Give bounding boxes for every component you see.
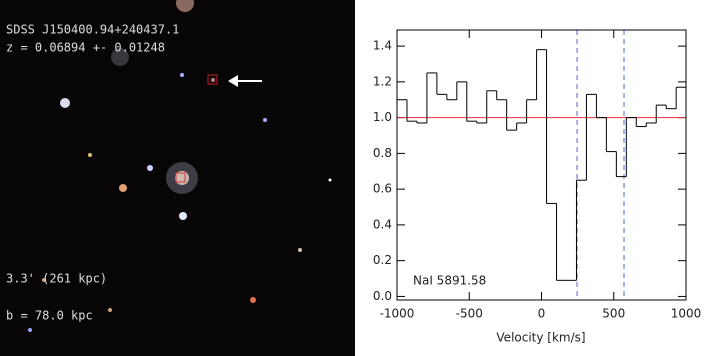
x-tick-label: -1000 bbox=[380, 307, 415, 321]
y-tick-label: 0.0 bbox=[373, 289, 392, 303]
plot-panel bbox=[355, 0, 711, 356]
x-tick-label: 0 bbox=[538, 307, 546, 321]
y-tick-label: 0.6 bbox=[373, 182, 392, 196]
y-tick-label: 1.4 bbox=[373, 39, 392, 53]
y-tick-label: 0.2 bbox=[373, 253, 392, 267]
x-tick-label: 500 bbox=[602, 307, 625, 321]
x-tick-label: -500 bbox=[456, 307, 483, 321]
y-tick-label: 1.2 bbox=[373, 74, 392, 88]
y-tick-label: 0.4 bbox=[373, 217, 392, 231]
separation: 3.3' (261 kpc) bbox=[6, 272, 107, 286]
impact-parameter: b = 78.0 kpc bbox=[6, 309, 93, 323]
annotation: NaI 5891.58 bbox=[413, 274, 486, 288]
y-tick-label: 1.0 bbox=[373, 110, 392, 124]
object-name: SDSS J150400.94+240437.1 bbox=[6, 23, 179, 37]
redshift: z = 0.06894 +- 0.01248 bbox=[6, 41, 165, 55]
plot-frame bbox=[396, 29, 687, 301]
x-axis-label: Velocity [km/s] bbox=[496, 331, 585, 345]
y-tick-label: 0.8 bbox=[373, 146, 392, 160]
sky-objects bbox=[28, 0, 332, 332]
x-tick-label: 1000 bbox=[671, 307, 702, 321]
